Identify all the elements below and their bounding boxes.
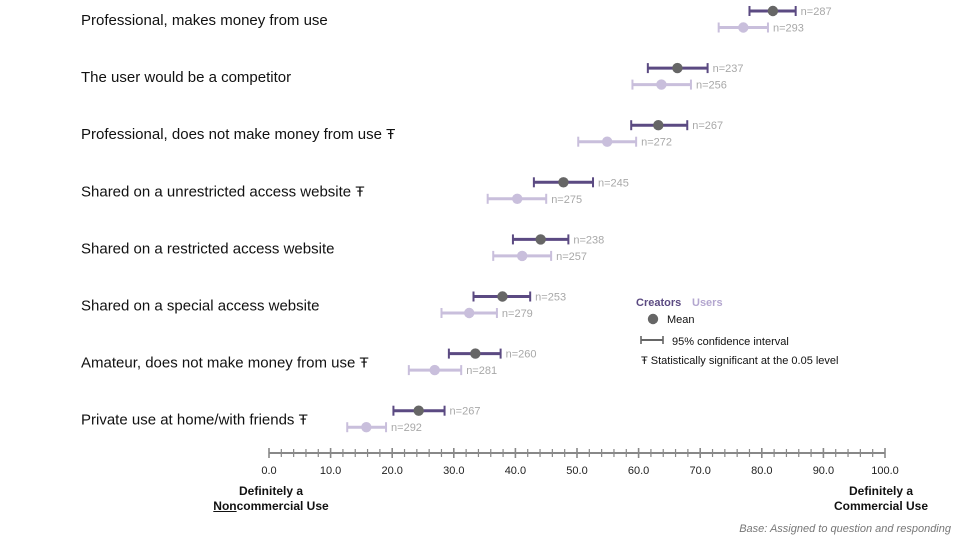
users-errorbar-n-label: n=292 [391,422,422,434]
creators-errorbar [392,405,446,416]
users-errorbar-mean-point [512,193,523,204]
axis-left-rest: commercial Use [236,499,329,513]
x-tick-label: 0.0 [261,465,276,477]
x-tick-label: 60.0 [628,465,649,477]
x-tick-label: 10.0 [320,465,341,477]
users-errorbar [492,250,553,262]
creators-errorbar-n-label: n=267 [450,406,481,418]
category-label: Professional, makes money from use [81,12,328,29]
users-errorbar-n-label: n=257 [556,251,587,263]
users-errorbar-n-label: n=275 [551,194,582,206]
users-errorbar [717,22,769,33]
legend-ci-label: 95% confidence interval [672,336,789,348]
category-label: Shared on a restricted access website [81,240,334,257]
axis-right-line1: Definitely a [848,484,914,498]
creators-errorbar-mean-point [653,120,664,131]
axis-left-underlined: Non [213,499,237,513]
x-tick-label: 20.0 [381,465,402,477]
users-errorbar [577,136,638,147]
x-tick-label: 40.0 [505,465,526,477]
category-label: Private use at home/with friends Ŧ [81,412,308,429]
users-errorbar-n-label: n=293 [773,23,804,35]
category-label: Amateur, does not make money from use Ŧ [81,355,369,372]
creators-errorbar-mean-point [672,62,683,74]
creators-errorbar [472,291,532,302]
creators-errorbar-mean-point [535,234,546,245]
creators-errorbar-n-label: n=287 [801,6,832,18]
legend-mean-label: Mean [667,314,695,326]
users-errorbar-mean-point [516,250,528,262]
creators-errorbar-n-label: n=245 [598,177,629,189]
axis-left-line2: Noncommercial Use [196,499,346,514]
users-errorbar-mean-point [361,422,372,433]
axis-left-line1: Definitely a [238,484,304,498]
users-errorbar-mean-point [464,307,475,319]
axis-right-end-label: Definitely a Commercial Use [806,484,956,514]
creators-errorbar [646,62,709,74]
x-tick-label: 70.0 [689,465,710,477]
users-errorbar [440,307,498,319]
legend-users-label: Users [692,297,723,309]
creators-errorbar-mean-point [497,291,508,302]
x-tick-label: 50.0 [566,465,587,477]
x-tick-label: 100.0 [871,465,899,477]
creators-errorbar [447,348,502,359]
users-errorbar-n-label: n=279 [502,308,533,320]
users-errorbar-mean-point [601,136,613,147]
creators-errorbar [511,234,570,245]
creators-errorbar-mean-point [767,5,779,17]
category-label: The user would be a competitor [81,69,291,86]
users-errorbar [486,193,548,204]
users-errorbar [631,79,692,90]
legend-mean-marker [647,313,659,325]
category-label: Shared on a unrestricted access website … [81,183,364,200]
users-errorbar-n-label: n=281 [466,365,497,377]
axis-left-end-label: Definitely a Noncommercial Use [196,484,346,514]
creators-errorbar-mean-point [558,177,569,188]
creators-errorbar-n-label: n=238 [573,234,604,246]
creators-errorbar [532,177,595,188]
users-errorbar-n-label: n=272 [641,137,672,149]
base-note: Base: Assigned to question and respondin… [739,523,951,535]
creators-errorbar-mean-point [413,405,424,416]
users-errorbar-n-label: n=256 [696,80,727,92]
legend-creators-label: Creators [636,297,681,309]
legend-significance-label: Ŧ Statistically significant at the 0.05 … [641,355,838,367]
axis-right-line2: Commercial Use [833,499,929,513]
x-tick-label: 80.0 [751,465,772,477]
creators-errorbar-n-label: n=237 [713,63,744,75]
users-errorbar-mean-point [656,79,667,90]
x-tick-label: 30.0 [443,465,464,477]
users-errorbar-mean-point [738,22,749,33]
users-errorbar-mean-point [429,364,440,376]
creators-errorbar [748,5,797,17]
creators-errorbar-n-label: n=253 [535,292,566,304]
users-errorbar [407,364,463,376]
category-label: Shared on a special access website [81,298,319,315]
creators-errorbar-n-label: n=267 [692,120,723,132]
x-tick-label: 90.0 [813,465,834,477]
creators-errorbar-mean-point [470,348,481,359]
category-label: Professional, does not make money from u… [81,126,395,143]
creators-errorbar-n-label: n=260 [506,349,537,361]
creators-errorbar [630,120,689,131]
users-errorbar [346,422,388,433]
